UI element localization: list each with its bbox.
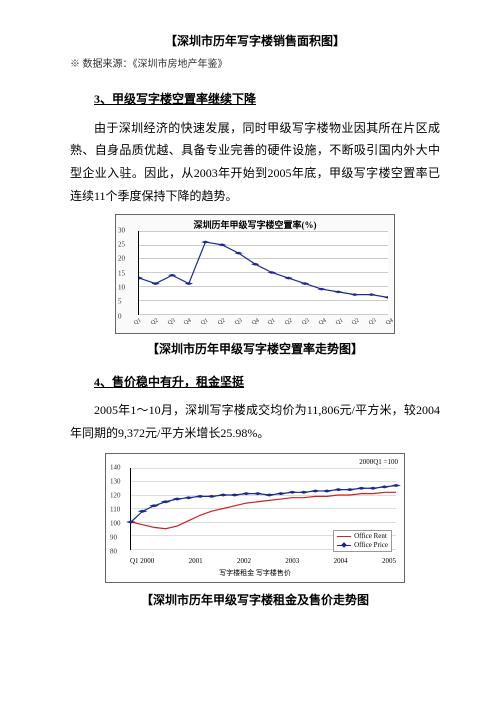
ytick-label: 90 — [110, 531, 117, 544]
legend-label: Office Rent — [354, 532, 387, 541]
xtick-label: Q3 — [166, 316, 178, 330]
ytick-label: 0 — [118, 310, 122, 323]
ytick-label: 5 — [118, 296, 122, 309]
ytick-label: 80 — [110, 545, 117, 558]
vacancy-chart-plot — [138, 231, 388, 315]
price-rent-chart: 2000Q1 =100 Office RentOffice Price Q1 2… — [105, 453, 405, 583]
xtick-label: Q2 — [283, 316, 295, 330]
section-3-heading: 3、甲级写字楼空置率继续下降 — [70, 88, 440, 111]
ytick-label: 130 — [110, 475, 121, 488]
xtick-label: Q4 — [182, 316, 194, 330]
price-rent-legend: Office RentOffice Price — [333, 530, 392, 552]
xtick-label: Q1 — [132, 316, 144, 330]
price-rent-chart-caption: 【深圳市历年甲级写字楼租金及售价走势图 — [70, 589, 440, 612]
xtick-label: Q1 — [334, 316, 346, 330]
data-source: ※ 数据来源：《深圳市房地产年鉴》 — [70, 55, 440, 74]
ytick-label: 15 — [118, 267, 125, 280]
figure-caption-top: 【深圳市历年写字楼销售面积图】 — [70, 30, 440, 53]
source-prefix: ※ 数据来源： — [70, 59, 133, 70]
ytick-label: 30 — [118, 224, 125, 237]
ytick-label: 120 — [110, 489, 121, 502]
vacancy-chart-frame: 深圳历年甲级写字楼空置率(%) 051015202530Q1Q2Q3Q4Q1Q2… — [115, 214, 395, 334]
xtick-label: Q2 — [350, 316, 362, 330]
vacancy-chart: 深圳历年甲级写字楼空置率(%) 051015202530Q1Q2Q3Q4Q1Q2… — [70, 214, 440, 334]
ytick-label: 10 — [118, 281, 125, 294]
ytick-label: 100 — [110, 517, 121, 530]
vacancy-chart-caption: 【深圳市历年甲级写字楼空置率走势图】 — [70, 338, 440, 361]
ytick-label: 140 — [110, 461, 121, 474]
xtick-label: Q3 — [233, 316, 245, 330]
section-4-heading: 4、售价稳中有升，租金坚挺 — [70, 371, 440, 394]
xtick-label: Q1 — [266, 316, 278, 330]
legend-label: Office Price — [354, 541, 388, 550]
ytick-label: 25 — [118, 238, 125, 251]
xtick-label: Q2 — [149, 316, 161, 330]
ytick-label: 110 — [110, 503, 120, 516]
section-4-body: 2005年1～10月，深圳写字楼成交均价为11,806元/平方米，较2004年同… — [70, 399, 440, 445]
xtick-label: Q4 — [384, 316, 396, 330]
legend-item: Office Price — [337, 541, 388, 550]
legend-item: Office Rent — [337, 532, 388, 541]
legend-swatch — [337, 545, 351, 546]
xtick-label: Q4 — [317, 316, 329, 330]
xtick-label: Q2 — [216, 316, 228, 330]
source-name: 《深圳市房地产年鉴》 — [133, 59, 228, 70]
xtick-label: Q3 — [300, 316, 312, 330]
xtick-label: Q1 — [199, 316, 211, 330]
xtick-label: Q4 — [250, 316, 262, 330]
section-3-body: 由于深圳经济的快速发展，同时甲级写字楼物业因其所在片区成熟、自身品质优越、具备专… — [70, 117, 440, 208]
ytick-label: 20 — [118, 253, 125, 266]
legend-swatch — [337, 536, 351, 537]
xtick-label: Q3 — [367, 316, 379, 330]
price-rent-sublegend: 写字楼租金 写字楼售价 — [106, 567, 404, 580]
